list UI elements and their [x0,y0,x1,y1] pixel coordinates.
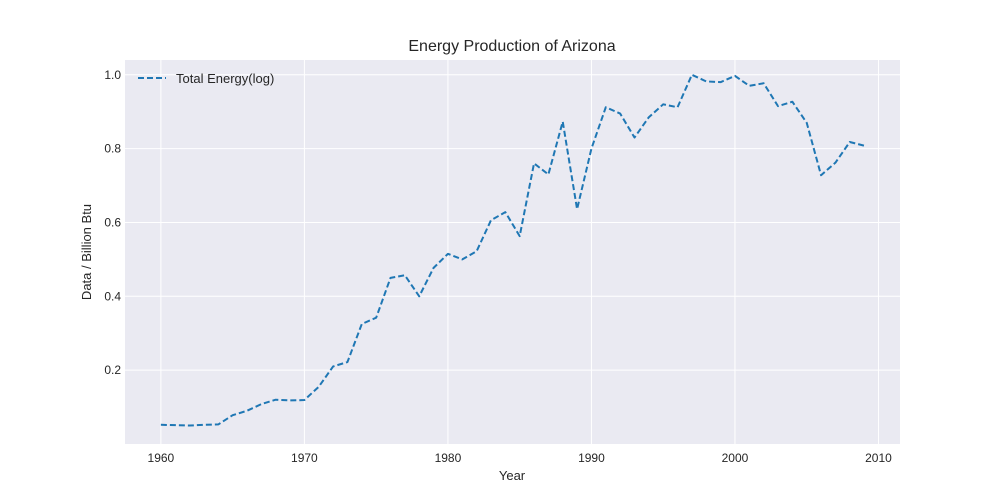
chart-title: Energy Production of Arizona [408,38,615,55]
x-tick-label: 1990 [578,451,605,465]
series-layer [160,73,865,427]
legend-label: Total Energy(log) [176,71,274,86]
y-tick-label: 1.0 [104,68,121,82]
x-axis-title: Year [499,468,526,483]
legend: Total Energy(log) [138,71,274,86]
x-tick-label: 2010 [865,451,892,465]
y-tick-label: 0.8 [104,142,121,156]
y-tick-label: 0.6 [104,215,121,229]
y-tick-label: 0.2 [104,363,121,377]
tick-layer: 1960 1970 1980 1990 2000 2010 0.2 0.4 0.6 0.8 1.0 [104,68,892,465]
y-axis-title: Data / Billion Btu [79,204,94,300]
plot-background [125,60,900,444]
x-tick-label: 1980 [435,451,462,465]
series-line-total-energy [160,73,865,427]
x-tick-label: 1970 [291,451,318,465]
x-tick-label: 1960 [148,451,175,465]
grid-layer [125,60,900,444]
x-tick-label: 2000 [722,451,749,465]
y-tick-label: 0.4 [104,289,121,303]
